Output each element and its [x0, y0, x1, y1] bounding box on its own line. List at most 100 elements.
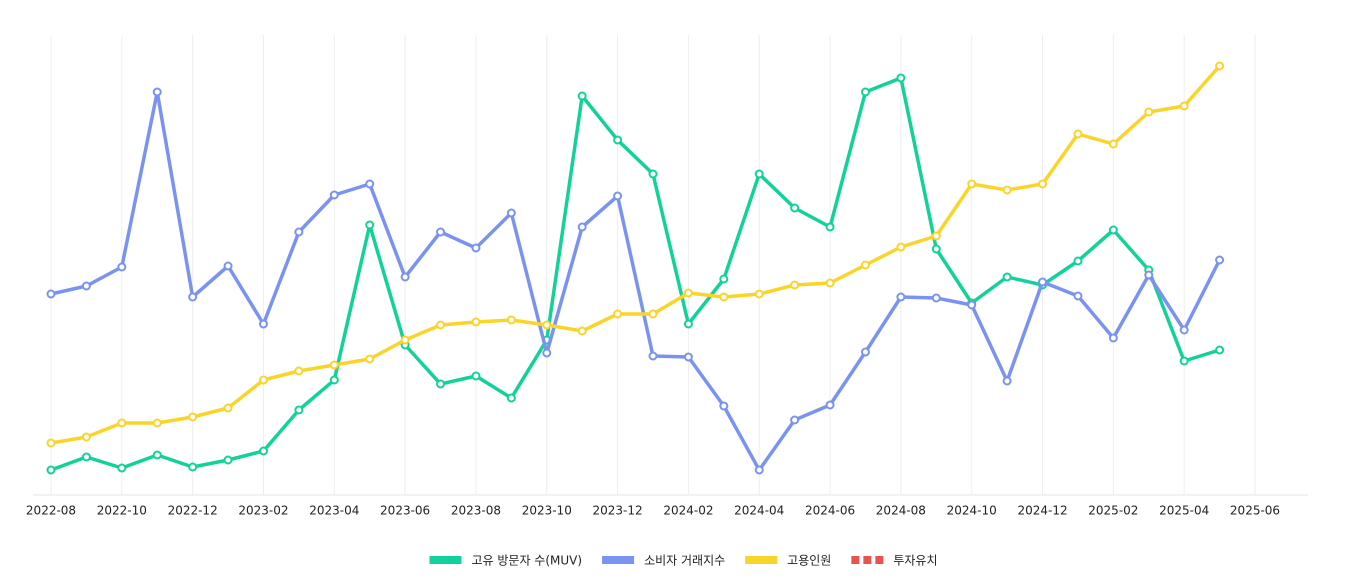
data-point — [790, 203, 800, 213]
data-point — [1144, 107, 1154, 117]
series-line — [50, 76, 1221, 472]
legend-label: 고용인원 — [787, 554, 831, 568]
data-point — [1108, 333, 1118, 343]
x-tick-label: 2023-06 — [380, 504, 430, 518]
x-tick-label: 2022-10 — [97, 504, 147, 518]
data-point — [860, 260, 870, 270]
data-point — [896, 242, 906, 252]
data-point — [436, 227, 446, 237]
data-point — [860, 347, 870, 357]
data-point — [46, 289, 56, 299]
data-point — [931, 293, 941, 303]
data-point — [258, 319, 268, 329]
series-line — [50, 64, 1221, 445]
data-point — [1108, 139, 1118, 149]
data-point — [1002, 272, 1012, 282]
data-point — [790, 415, 800, 425]
data-point — [152, 450, 162, 460]
x-tick-label: 2025-06 — [1230, 504, 1280, 518]
data-point — [223, 455, 233, 465]
data-point — [329, 375, 339, 385]
data-point — [188, 292, 198, 302]
data-point — [152, 87, 162, 97]
data-point — [294, 366, 304, 376]
legend-label: 투자유치 — [893, 554, 937, 568]
data-point — [648, 169, 658, 179]
legend-swatch — [602, 556, 635, 564]
data-point — [117, 262, 127, 272]
data-point — [967, 179, 977, 189]
data-point — [613, 309, 623, 319]
data-point — [188, 412, 198, 422]
data-point — [117, 463, 127, 473]
data-point — [471, 371, 481, 381]
data-point — [436, 320, 446, 330]
data-point — [896, 73, 906, 83]
data-point — [825, 400, 835, 410]
data-point — [1038, 277, 1048, 287]
data-point — [365, 179, 375, 189]
data-point — [46, 465, 56, 475]
data-point — [719, 274, 729, 284]
data-point — [1179, 356, 1189, 366]
legend-swatch — [851, 556, 860, 564]
x-tick-label: 2024-08 — [876, 504, 926, 518]
data-point — [81, 452, 91, 462]
data-point — [258, 446, 268, 456]
data-point — [46, 438, 56, 448]
data-point — [825, 278, 835, 288]
legend-label: 소비자 거래지수 — [644, 554, 725, 568]
data-point — [117, 418, 127, 428]
data-point — [577, 222, 587, 232]
data-point — [1002, 376, 1012, 386]
data-point — [471, 243, 481, 253]
data-point — [294, 405, 304, 415]
data-point — [258, 375, 268, 385]
x-tick-label: 2022-08 — [26, 504, 76, 518]
data-point — [365, 220, 375, 230]
data-point — [188, 462, 198, 472]
data-point — [967, 300, 977, 310]
data-point — [577, 326, 587, 336]
x-tick-label: 2023-02 — [238, 504, 288, 518]
data-point — [294, 227, 304, 237]
x-tick-label: 2025-02 — [1088, 504, 1138, 518]
data-point — [152, 418, 162, 428]
data-point — [931, 244, 941, 254]
data-point — [719, 401, 729, 411]
data-point — [400, 272, 410, 282]
data-point — [1179, 101, 1189, 111]
legend-swatch — [745, 556, 778, 564]
data-point — [754, 465, 764, 475]
data-point — [683, 319, 693, 329]
data-point — [1073, 256, 1083, 266]
data-point — [81, 281, 91, 291]
data-point — [790, 280, 800, 290]
legend: 고유 방문자 수(MUV) 소비자 거래지수 고용인원 투자유치 — [429, 554, 938, 568]
data-point — [613, 135, 623, 145]
data-point — [506, 393, 516, 403]
data-point — [648, 309, 658, 319]
data-point — [860, 87, 870, 97]
data-point — [223, 261, 233, 271]
x-tick-label: 2024-12 — [1017, 504, 1067, 518]
data-point — [1144, 270, 1154, 280]
data-point — [81, 432, 91, 442]
data-point — [754, 169, 764, 179]
data-point — [754, 289, 764, 299]
legend-swatch — [875, 556, 884, 564]
x-tick-label: 2024-02 — [663, 504, 713, 518]
data-point — [1215, 255, 1225, 265]
x-tick-label: 2024-04 — [734, 504, 784, 518]
data-point — [1215, 61, 1225, 71]
data-point — [1179, 325, 1189, 335]
x-tick-label: 2025-04 — [1159, 504, 1209, 518]
data-point — [329, 190, 339, 200]
data-point — [400, 335, 410, 345]
data-point — [683, 352, 693, 362]
x-tick-label: 2023-10 — [522, 504, 572, 518]
data-point — [683, 288, 693, 298]
data-point — [542, 348, 552, 358]
